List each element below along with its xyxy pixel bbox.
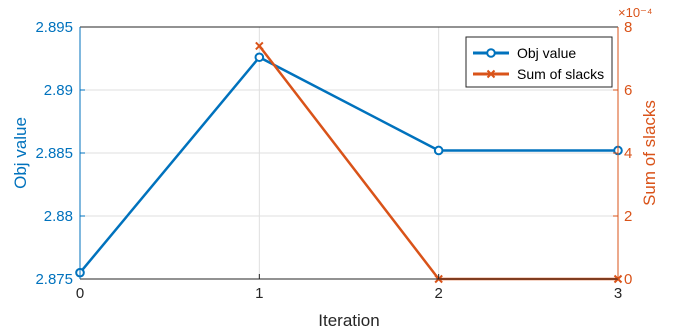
left-y-tick-label: 2.895 (35, 19, 73, 36)
legend-box (465, 36, 613, 88)
left-y-tick-label: 2.89 (44, 82, 73, 99)
x-tick-label: 2 (434, 285, 442, 302)
right-axis-exponent: ×10⁻⁴ (618, 5, 653, 20)
slack-point (255, 41, 264, 51)
legend-obj-label: Obj value (517, 45, 576, 61)
left-y-tick-label: 2.88 (44, 208, 73, 225)
gridlines (80, 27, 618, 279)
left-y-axis-label: Obj value (11, 117, 30, 189)
legend-slack-marker (486, 69, 496, 79)
right-y-axis-label: Sum of slacks (640, 100, 659, 206)
legend-slack-label: Sum of slacks (517, 66, 604, 82)
series-line-0 (79, 55, 618, 274)
right-y-tick-label: 6 (624, 82, 632, 99)
axes (79, 26, 619, 280)
right-y-tick-label: 0 (624, 271, 632, 288)
obj-value-point (254, 52, 265, 63)
x-axis-label: Iteration (318, 311, 379, 330)
tick-labels: 0 1 2 3 2.875 2.88 2.885 2.89 2.895 0 2 4 6 8 (35, 19, 632, 302)
obj-value-point (433, 145, 444, 156)
right-y-tick-label: 8 (624, 19, 632, 36)
slack-point-stroke (255, 41, 264, 51)
x-tick-label: 3 (614, 285, 622, 302)
x-tick-label: 1 (255, 285, 263, 302)
right-y-tick-label: 4 (624, 145, 632, 162)
x-tick-label: 0 (76, 285, 84, 302)
left-y-tick-label: 2.875 (35, 271, 73, 288)
left-y-tick-label: 2.885 (35, 145, 73, 162)
legend: Obj value Sum of slacks (465, 36, 613, 88)
legend-obj-marker (486, 48, 496, 58)
right-y-tick-label: 2 (624, 208, 632, 225)
